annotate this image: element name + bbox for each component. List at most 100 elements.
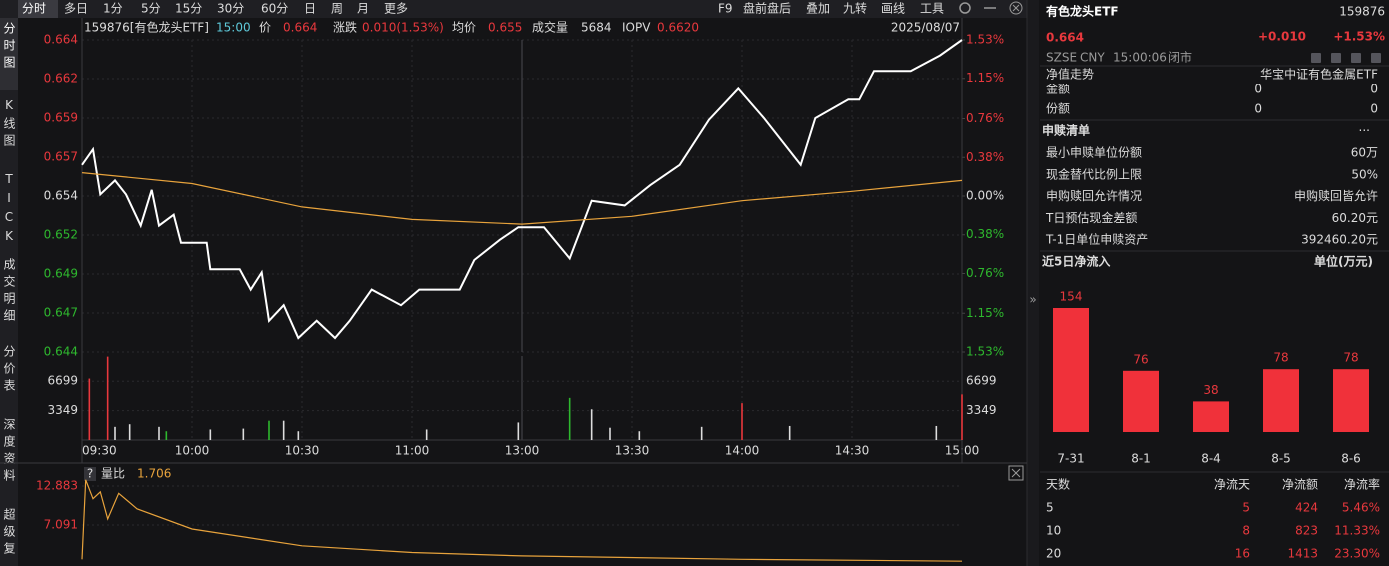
table-cell: 424 [1295, 501, 1318, 515]
info-value: 0.010(1.53%) [362, 21, 444, 35]
toolbar-tool[interactable]: 工具 [920, 2, 944, 16]
side-tab[interactable]: 分时图 [2, 22, 16, 73]
side-tab[interactable]: 分价表 [2, 345, 16, 396]
side-tab[interactable]: 深度资料 [2, 418, 16, 486]
info-label: IOPV [622, 21, 651, 35]
toolbar-tab[interactable]: 周 [331, 2, 343, 16]
side-tab[interactable]: TICK [2, 172, 16, 248]
volume-bar [568, 397, 571, 440]
toolbar-tool[interactable]: F9 [718, 2, 733, 16]
toolbar-tab[interactable]: 更多 [384, 2, 408, 16]
volume-bar [425, 429, 428, 440]
table-cell: 23.30% [1334, 547, 1380, 561]
x-tick-label: 14:30 [835, 444, 870, 458]
side-tab[interactable]: 成交明细 [2, 258, 16, 326]
toolbar-tab[interactable]: 60分 [261, 2, 288, 16]
tool-icon[interactable] [1371, 53, 1381, 63]
info-label: 价 [259, 21, 271, 35]
x-tick-label: 14:00 [725, 444, 760, 458]
series-line [81, 39, 963, 340]
help-icon[interactable] [84, 467, 96, 481]
side-tab[interactable]: 超级复 [2, 507, 16, 559]
x-tick-label: 10:30 [285, 444, 320, 458]
tool-icon[interactable] [1311, 53, 1321, 63]
nav-title: 净值走势 [1046, 67, 1094, 82]
toolbar-tab[interactable]: 日 [304, 2, 316, 16]
y-tick-label: 0.662 [44, 72, 78, 86]
section-title: 申赎清单 [1042, 123, 1090, 138]
volume-bar [700, 426, 703, 440]
nav-label: 份额 [1046, 102, 1070, 116]
quote-time: 15:00:06 [1113, 51, 1167, 65]
toolbar-tab[interactable]: 多日 [64, 2, 88, 16]
toolbar-tab[interactable]: 15分 [175, 2, 202, 16]
info-value: 0.6620 [657, 21, 699, 35]
info-value: 0.664 [283, 21, 317, 35]
y-tick-label: 0.657 [44, 150, 78, 164]
more-button[interactable]: ··· [1359, 124, 1370, 138]
y2-tick-label: 0.38% [966, 227, 1004, 241]
toolbar-tool[interactable]: 盘前盘后 [743, 1, 791, 16]
indicator-value: 1.706 [137, 467, 171, 481]
quote-change-pct: +1.53% [1333, 30, 1385, 44]
y2-tick-label: 0.38% [966, 150, 1004, 164]
toolbar-tab[interactable]: 月 [357, 2, 369, 16]
x-tick-label: 09:30 [82, 444, 117, 458]
y2-tick-label: 1.53% [966, 33, 1004, 47]
bar-value-label: 76 [1133, 352, 1148, 366]
table-header: 净流额 [1282, 478, 1318, 492]
info-time: 15:00 [216, 21, 251, 35]
side-tab-active-bg [0, 18, 18, 90]
nav-fund: 华宝中证有色金属ETF [1260, 67, 1378, 82]
y-tick-label: 6699 [966, 374, 997, 388]
toolbar-tab[interactable]: 30分 [217, 2, 244, 16]
y2-tick-label: 0.76% [966, 111, 1004, 125]
volume-bar [297, 431, 300, 440]
volume-bar [638, 431, 641, 440]
close-icon[interactable] [1009, 1, 1023, 15]
tool-icon[interactable] [1351, 53, 1361, 63]
tool-icon[interactable] [1331, 53, 1341, 63]
row-label: 最小申赎单位份额 [1046, 145, 1142, 160]
volume-bar [741, 403, 743, 440]
y2-tick-label: 1.15% [966, 71, 1004, 85]
volume-bar [88, 378, 91, 440]
toolbar-tool[interactable]: 叠加 [806, 2, 830, 16]
y2-tick-label: 0.00% [966, 189, 1004, 203]
volume-bar [935, 425, 938, 440]
side-tab[interactable]: K线图 [2, 98, 16, 151]
volume-bar [242, 428, 245, 440]
x-tick-label: 7-31 [1057, 452, 1084, 466]
nav-header-bg [1040, 66, 1389, 84]
row-value: 申购赎回皆允许 [1294, 188, 1378, 203]
table-cell: 8 [1242, 524, 1250, 538]
bar-value-label: 78 [1343, 351, 1358, 365]
table-cell: 823 [1295, 524, 1318, 538]
x-tick-label: 13:30 [615, 444, 650, 458]
toolbar-tool[interactable]: 画线 [881, 2, 905, 16]
toolbar-tool[interactable]: 九转 [843, 1, 867, 16]
expand-icon[interactable]: » [1029, 293, 1036, 307]
x-tick-label: 13:00 [505, 444, 540, 458]
toolbar-tab[interactable]: 5分 [141, 2, 161, 16]
bar [1053, 308, 1089, 432]
toolbar-tab[interactable]: 分时 [22, 2, 46, 16]
volume-bar [128, 424, 131, 440]
series-line [81, 172, 963, 225]
panel-close[interactable] [1008, 465, 1024, 481]
volume-bar [282, 420, 285, 440]
quote-exchange: SZSE [1046, 51, 1077, 65]
bar [1123, 370, 1159, 432]
volume-bar [106, 356, 109, 440]
y2-tick-label: 0.76% [966, 266, 1004, 280]
toolbar-tab[interactable]: 1分 [103, 2, 123, 16]
table-header: 净流天 [1214, 478, 1250, 492]
close-cross[interactable] [1012, 4, 1020, 12]
settings-icon[interactable] [959, 2, 971, 14]
indicator-title: 量比 [101, 467, 125, 481]
row-label: 现金替代比例上限 [1046, 166, 1142, 181]
x-tick-label: 8-6 [1341, 452, 1361, 466]
row-value: 392460.20元 [1301, 233, 1378, 247]
quote-currency: CNY [1080, 51, 1105, 65]
tab-active-bg [18, 0, 58, 18]
